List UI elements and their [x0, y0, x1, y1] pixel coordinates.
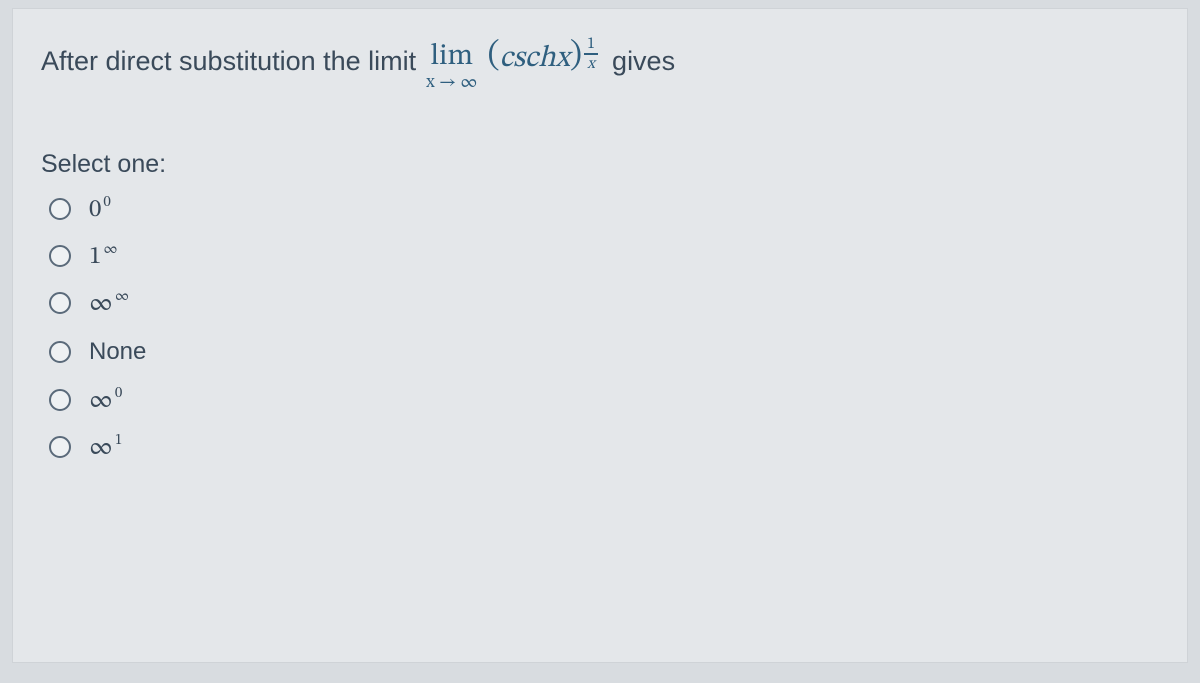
limit-notation: lim x → ∞ — [426, 42, 477, 92]
option-1[interactable]: 1 ∞ — [49, 244, 1159, 269]
exp-numerator: 1 — [587, 36, 595, 52]
question-prefix: After direct substitution the limit — [41, 41, 416, 82]
question-text: After direct substitution the limit lim … — [41, 33, 1159, 90]
option-4[interactable]: ∞ 0 — [49, 388, 1159, 413]
option-label: ∞ 0 — [89, 388, 122, 413]
option-sup: 1 — [115, 431, 122, 450]
option-base: 0 — [89, 197, 101, 222]
select-one-label: Select one: — [41, 150, 1159, 179]
radio-icon[interactable] — [49, 198, 71, 220]
option-label: 1 ∞ — [89, 244, 118, 269]
exp-denominator: x — [587, 56, 595, 72]
options-list: 0 0 1 ∞ ∞ ∞ None ∞ 0 — [41, 197, 1159, 460]
option-sup: ∞ — [115, 287, 129, 306]
radio-icon[interactable] — [49, 389, 71, 411]
lim-sub: x → ∞ — [426, 74, 477, 92]
question-card: After direct substitution the limit lim … — [12, 8, 1188, 663]
option-base: 1 — [89, 244, 101, 269]
lparen: ( — [487, 39, 499, 73]
option-sup: 0 — [115, 384, 122, 403]
option-3[interactable]: None — [49, 338, 1159, 366]
option-label: 0 0 — [89, 197, 111, 222]
option-label: ∞ 1 — [89, 435, 122, 460]
question-suffix: gives — [612, 41, 675, 82]
fraction-bar — [584, 53, 598, 55]
option-2[interactable]: ∞ ∞ — [49, 291, 1159, 316]
option-0[interactable]: 0 0 — [49, 197, 1159, 222]
option-5[interactable]: ∞ 1 — [49, 435, 1159, 460]
option-label: ∞ ∞ — [89, 291, 129, 316]
rparen: ) — [570, 39, 582, 73]
function: cschx — [500, 44, 570, 74]
exponent-fraction: 1 x — [584, 36, 598, 72]
option-sup: 0 — [103, 193, 110, 212]
expression: (cschx) 1 x — [487, 33, 598, 90]
option-base: ∞ — [89, 435, 113, 460]
option-base: ∞ — [89, 291, 113, 316]
option-label: None — [89, 338, 146, 366]
radio-icon[interactable] — [49, 292, 71, 314]
option-base: ∞ — [89, 388, 113, 413]
lim-word: lim — [431, 42, 474, 72]
option-sup: ∞ — [103, 240, 117, 259]
radio-icon[interactable] — [49, 341, 71, 363]
radio-icon[interactable] — [49, 245, 71, 267]
radio-icon[interactable] — [49, 436, 71, 458]
